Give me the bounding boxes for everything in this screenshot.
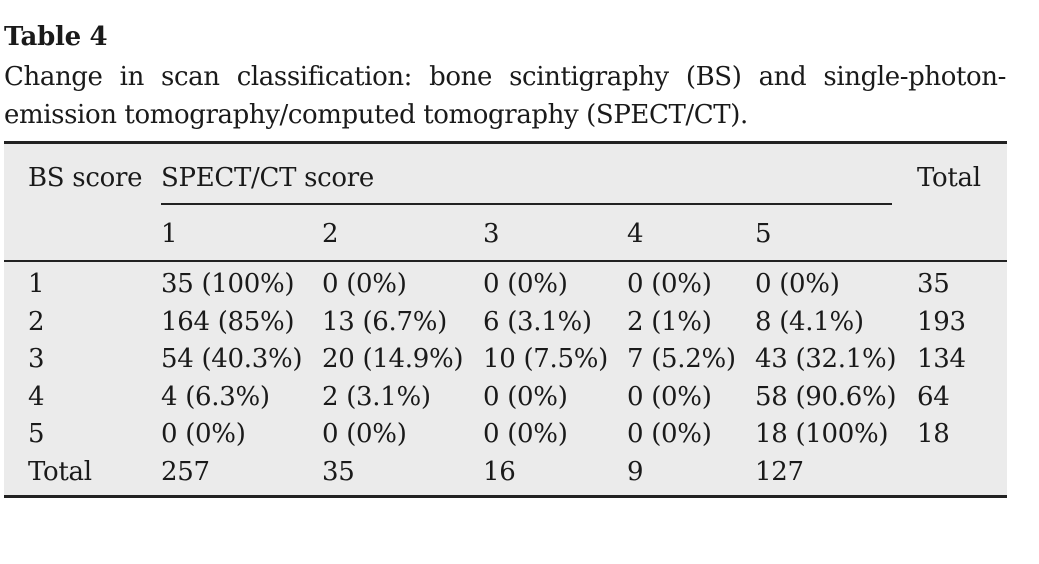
row-label: Total	[28, 457, 92, 487]
row-label: 2	[28, 307, 45, 337]
table-cell: 257	[161, 457, 210, 487]
table-cell: 2 (1%)	[627, 307, 712, 337]
table-cell: 13 (6.7%)	[322, 307, 447, 337]
table-cell: 7 (5.2%)	[627, 344, 736, 374]
table-cell: 0 (0%)	[627, 382, 712, 412]
row-label: 5	[28, 419, 45, 449]
header-body-divider	[4, 260, 1007, 262]
row-total: 35	[917, 269, 950, 299]
group-header-spect-ct-score: SPECT/CT score	[161, 163, 374, 193]
table-cell: 58 (90.6%)	[755, 382, 897, 412]
table-cell: 9	[627, 457, 644, 487]
column-header-1: 1	[161, 219, 178, 249]
table-cell: 0 (0%)	[161, 419, 246, 449]
column-header-2: 2	[322, 219, 339, 249]
table-cell: 0 (0%)	[627, 269, 712, 299]
table-cell: 0 (0%)	[483, 269, 568, 299]
table-cell: 35	[322, 457, 355, 487]
table-cell: 127	[755, 457, 804, 487]
table-cell: 20 (14.9%)	[322, 344, 464, 374]
table-cell: 10 (7.5%)	[483, 344, 608, 374]
table-cell: 0 (0%)	[627, 419, 712, 449]
table-cell: 0 (0%)	[322, 419, 407, 449]
column-header-3: 3	[483, 219, 500, 249]
table-cell: 164 (85%)	[161, 307, 295, 337]
table-cell: 43 (32.1%)	[755, 344, 897, 374]
table-caption-text: Change in scan classification: bone scin…	[4, 62, 1006, 130]
row-total: 64	[917, 382, 950, 412]
row-total: 134	[917, 344, 966, 374]
table-cell: 0 (0%)	[483, 382, 568, 412]
data-table: BS score SPECT/CT score Total 1 2 3 4 5 …	[4, 141, 1007, 498]
group-header-underline	[161, 203, 892, 205]
column-header-5: 5	[755, 219, 772, 249]
column-header-4: 4	[627, 219, 644, 249]
table-cell: 16	[483, 457, 516, 487]
table-cell: 8 (4.1%)	[755, 307, 864, 337]
column-header-total: Total	[917, 163, 981, 193]
table-cell: 35 (100%)	[161, 269, 295, 299]
row-total: 193	[917, 307, 966, 337]
table-cell: 6 (3.1%)	[483, 307, 592, 337]
table-caption-label: Table 4	[4, 22, 108, 52]
table-cell: 4 (6.3%)	[161, 382, 270, 412]
table-cell: 0 (0%)	[483, 419, 568, 449]
table-cell: 18 (100%)	[755, 419, 889, 449]
table-cell: 0 (0%)	[755, 269, 840, 299]
row-label: 1	[28, 269, 45, 299]
row-label: 4	[28, 382, 45, 412]
table-cell: 2 (3.1%)	[322, 382, 431, 412]
row-total: 18	[917, 419, 950, 449]
row-label: 3	[28, 344, 45, 374]
table-cell: 54 (40.3%)	[161, 344, 303, 374]
row-header-bs-score: BS score	[28, 163, 143, 193]
table-cell: 0 (0%)	[322, 269, 407, 299]
